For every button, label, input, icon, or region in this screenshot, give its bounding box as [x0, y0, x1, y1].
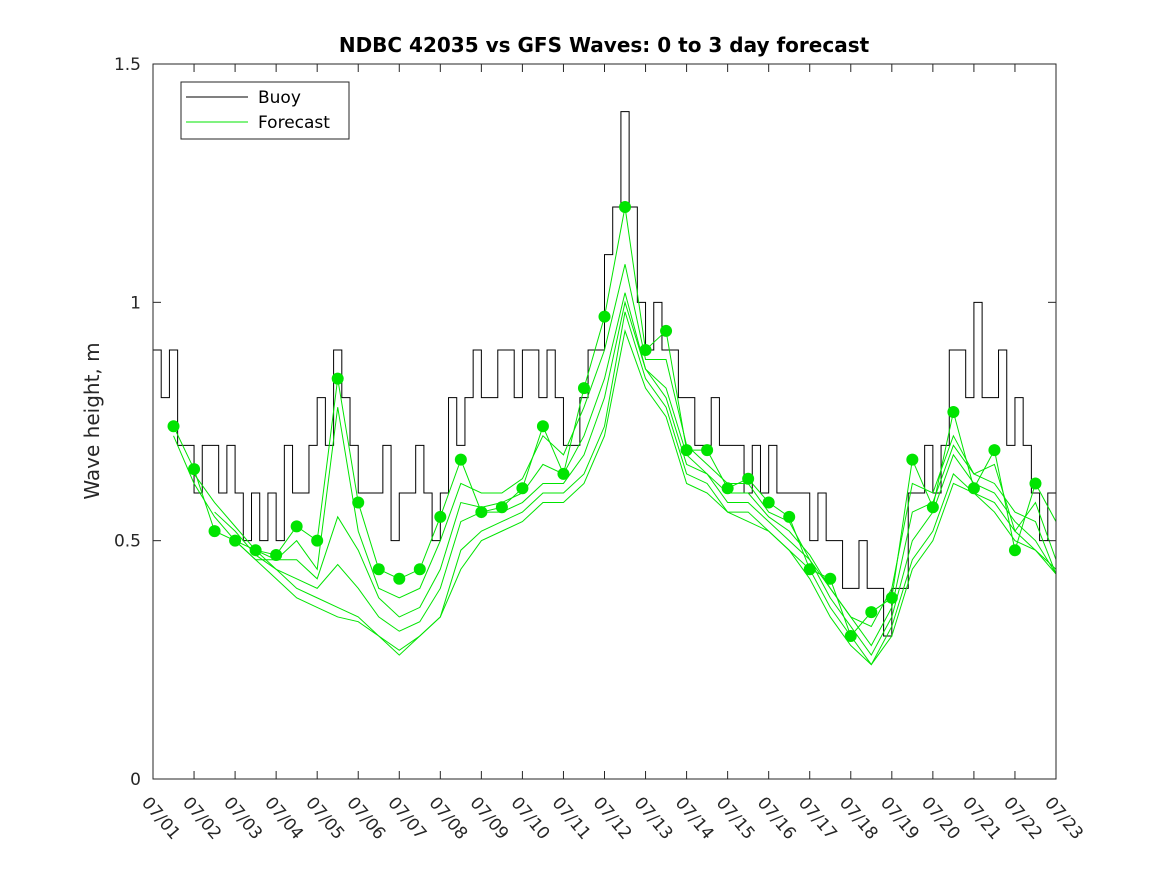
forecast-point: [762, 496, 775, 509]
forecast-point: [906, 453, 919, 466]
forecast-point: [393, 572, 406, 585]
forecast-run-line-4: [214, 300, 1057, 657]
legend-box: [180, 81, 350, 140]
forecast-point: [680, 444, 693, 457]
forecast-point: [167, 420, 180, 433]
forecast-point: [1029, 477, 1042, 490]
forecast-point: [557, 467, 570, 480]
forecast-point: [947, 405, 960, 418]
y-tick-label: 0: [130, 770, 141, 790]
forecast-point: [865, 606, 878, 619]
forecast-point: [783, 510, 796, 523]
forecast-point: [208, 525, 221, 538]
forecast-point: [352, 496, 365, 509]
forecast-run-line-5: [234, 311, 1057, 666]
forecast-point: [495, 501, 508, 514]
forecast-point: [619, 201, 632, 213]
forecast-point: [270, 548, 283, 561]
forecast-point: [331, 372, 344, 385]
forecast-point: [598, 310, 611, 323]
buoy-series-line: [153, 111, 1057, 637]
forecast-point: [721, 482, 734, 495]
forecast-point: [577, 382, 590, 395]
forecast-point: [701, 444, 714, 457]
forecast-point: [639, 344, 652, 356]
chart-title: NDBC 42035 vs GFS Waves: 0 to 3 day fore…: [339, 33, 870, 57]
forecast-point: [742, 472, 755, 485]
y-axis-label: Wave height, m: [80, 342, 104, 499]
forecast-point: [516, 482, 529, 495]
y-tick-label: 1.5: [114, 55, 141, 75]
forecast-point: [660, 324, 673, 337]
forecast-point: [372, 563, 385, 576]
forecast-point: [988, 444, 1001, 457]
forecast-point: [475, 506, 488, 519]
forecast-point: [188, 463, 201, 476]
legend-buoy-label: Buoy: [258, 88, 301, 108]
forecast-point: [967, 482, 980, 495]
legend[interactable]: Buoy Forecast: [180, 81, 350, 140]
forecast-point: [926, 501, 939, 514]
forecast-point: [844, 630, 857, 642]
forecast-point: [1008, 544, 1021, 557]
forecast-run-line-3: [193, 292, 1057, 647]
forecast-point: [885, 591, 898, 604]
forecast-point: [803, 563, 816, 576]
forecast-run-line-1: [173, 206, 1057, 637]
forecast-point: [229, 534, 242, 547]
legend-forecast-label: Forecast: [258, 113, 330, 133]
forecast-point: [434, 510, 447, 523]
forecast-point: [249, 544, 262, 557]
forecast-point: [454, 453, 467, 466]
forecast-run-line-6: [255, 329, 1057, 666]
forecast-point: [824, 572, 837, 585]
forecast-point: [290, 520, 303, 533]
forecast-point: [536, 420, 549, 433]
y-tick-label: 0.5: [114, 532, 141, 552]
axes-box: [152, 63, 1057, 780]
forecast-point: [413, 563, 426, 576]
plot-area: [153, 111, 1057, 666]
forecast-point: [311, 534, 324, 547]
y-tick-label: 1: [130, 293, 141, 313]
